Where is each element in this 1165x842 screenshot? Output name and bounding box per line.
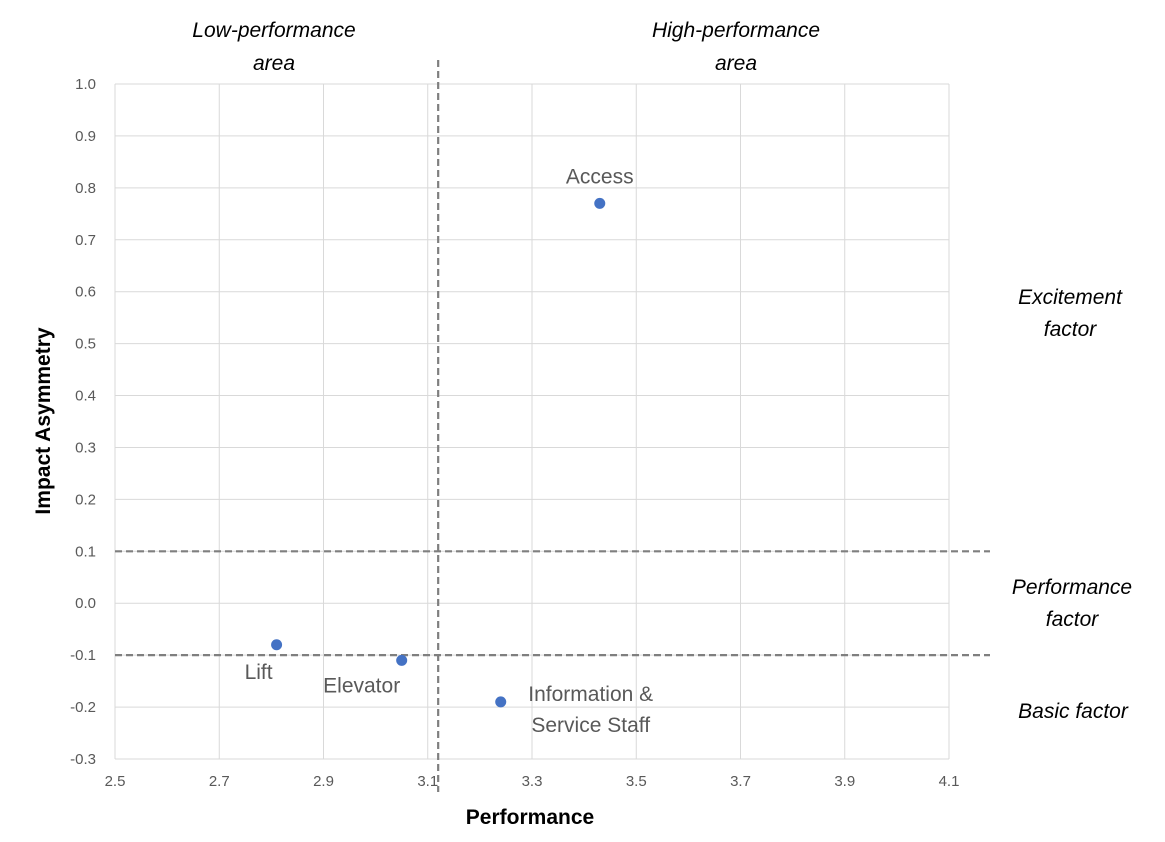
low-performance-area-label-line: area [253,52,295,75]
y-tick-label: 0.0 [75,595,96,612]
y-axis-title: Impact Asymmetry [32,327,55,514]
x-axis-ticks: 2.5 2.7 2.9 3.1 3.3 3.5 3.7 3.9 4.1 [105,773,960,790]
x-tick-label: 3.3 [522,773,543,790]
data-point [495,696,507,708]
low-performance-area-label: Low-performance area [192,19,355,75]
data-point-label: Information & Service Staff [528,683,653,737]
data-points [271,197,606,708]
x-tick-label: 2.7 [209,773,230,790]
performance-factor-label-line: factor [1046,608,1100,631]
x-axis-title: Performance [466,806,594,829]
gridlines [114,83,950,760]
y-tick-label: 0.1 [75,543,96,560]
y-tick-label: 0.3 [75,439,96,456]
basic-factor-label: Basic factor [1018,700,1129,723]
performance-factor-label: Performance factor [1012,576,1132,631]
data-point-labels: Access Lift Elevator Information & Service S… [245,165,654,736]
x-tick-label: 2.5 [105,773,126,790]
data-point [271,639,283,651]
high-performance-area-label: High-performance area [652,19,820,75]
y-tick-label: 0.4 [75,388,96,405]
y-tick-label: -0.2 [70,699,96,716]
y-tick-label: 0.9 [75,128,96,145]
x-tick-label: 3.7 [730,773,751,790]
performance-factor-label-line: Performance [1012,576,1132,599]
data-point-label-line: Information & [528,683,653,706]
x-tick-label: 3.5 [626,773,647,790]
y-tick-label: 0.8 [75,180,96,197]
y-tick-label: -0.3 [70,751,96,768]
high-performance-area-label-line: area [715,52,757,75]
data-point-label-line: Elevator [323,674,400,697]
factor-labels: Excitement factor Performance factor Basic f… [1012,286,1132,723]
y-tick-label: 0.6 [75,284,96,301]
y-tick-label: 1.0 [75,76,96,93]
excitement-factor-label: Excitement factor [1018,286,1123,341]
x-tick-label: 3.9 [834,773,855,790]
high-performance-area-label-line: High-performance [652,19,820,42]
data-point [594,197,606,209]
y-axis-ticks: 1.0 0.9 0.8 0.7 0.6 0.5 0.4 0.3 0.2 0.1 0.0 -0.1 -0.… [70,76,96,768]
x-tick-label: 4.1 [939,773,960,790]
reference-lines [115,60,990,792]
data-point-label-line: Lift [245,661,273,684]
y-tick-label: 0.2 [75,491,96,508]
y-tick-label: -0.1 [70,647,96,664]
data-point-label-line: Service Staff [531,714,650,737]
data-point-label: Elevator [323,674,400,697]
y-tick-label: 0.7 [75,232,96,249]
data-point [396,654,408,666]
excitement-factor-label-line: Excitement [1018,286,1123,309]
low-performance-area-label-line: Low-performance [192,19,355,42]
data-point-label-line: Access [566,165,634,188]
x-tick-label: 2.9 [313,773,334,790]
data-point-label: Lift [245,661,273,684]
x-tick-label: 3.1 [417,773,438,790]
y-tick-label: 0.5 [75,336,96,353]
basic-factor-label-line: Basic factor [1018,700,1129,723]
data-point-label: Access [566,165,634,188]
excitement-factor-label-line: factor [1044,318,1098,341]
area-labels: Low-performance area High-performance area [192,19,820,75]
